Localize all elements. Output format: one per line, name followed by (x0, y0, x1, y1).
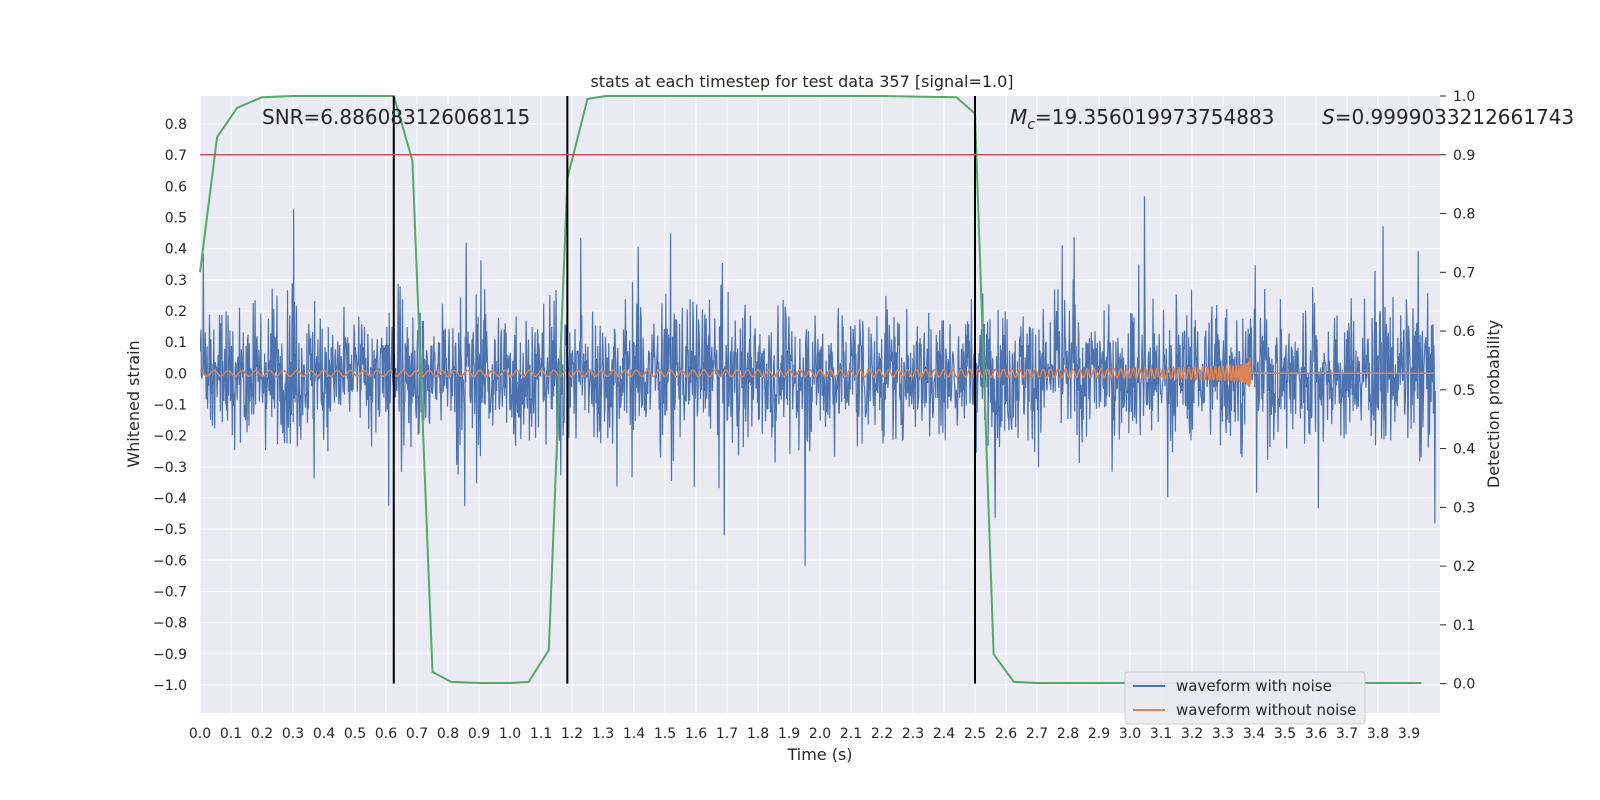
y-tick-label: 0.3 (165, 273, 187, 289)
y-right-tick-label: 1.0 (1453, 89, 1475, 105)
x-tick-label: 0.8 (437, 726, 459, 742)
y-right-tick-label: 0.1 (1453, 618, 1475, 634)
x-tick-label: 2.2 (871, 726, 893, 742)
clean-trace (200, 357, 1436, 387)
x-tick-label: 2.5 (964, 726, 986, 742)
y-right-tick-label: 0.8 (1453, 207, 1475, 223)
x-tick-label: 3.0 (1119, 726, 1141, 742)
y-right-tick-label: 0.3 (1453, 500, 1475, 516)
y-tick-label: −1.0 (153, 678, 187, 694)
x-tick-label: 1.3 (592, 726, 614, 742)
legend-label-clean: waveform without noise (1176, 701, 1356, 719)
legend: waveform with noise waveform without noi… (1124, 671, 1366, 725)
x-tick-label: 1.2 (561, 726, 583, 742)
y-tick-label: 0.6 (165, 179, 187, 195)
x-tick-label: 3.2 (1181, 726, 1203, 742)
x-tick-label: 1.1 (530, 726, 552, 742)
x-tick-label: 0.5 (344, 726, 366, 742)
y-tick-label: −0.5 (153, 522, 187, 538)
x-tick-label: 1.9 (778, 726, 800, 742)
probability-trace (199, 95, 1422, 684)
vertical-markers (392, 96, 976, 684)
x-tick-label: 1.6 (685, 726, 707, 742)
y-right-tick-label: 0.4 (1453, 442, 1475, 458)
x-tick-label: 2.4 (933, 726, 955, 742)
y-tick-label: 0.7 (165, 148, 187, 164)
y-tick-label: −0.3 (153, 460, 187, 476)
x-tick-label: 0.6 (375, 726, 397, 742)
snr-annotation: SNR=6.886083126068115 (262, 105, 530, 129)
x-axis-label: Time (s) (786, 745, 852, 764)
x-tick-label: 0.2 (251, 726, 273, 742)
y-tick-label: −0.2 (153, 429, 187, 445)
x-tick-label: 3.6 (1305, 726, 1327, 742)
y-right-tick-label: 0.5 (1453, 383, 1475, 399)
chirp-mass-annotation: Mc=19.356019973754883 (1010, 105, 1274, 133)
x-tick-label: 3.5 (1274, 726, 1296, 742)
chart-title: stats at each timestep for test data 357… (590, 72, 1013, 91)
y-tick-label: −0.9 (153, 647, 187, 663)
x-tick-label: 0.9 (468, 726, 490, 742)
x-tick-label: 0.3 (282, 726, 304, 742)
series-waveform-without-noise (200, 357, 1436, 387)
x-tick-label: 2.6 (995, 726, 1017, 742)
x-tick-label: 3.1 (1150, 726, 1172, 742)
y-tick-label: −0.1 (153, 398, 187, 414)
x-tick-label: 3.4 (1243, 726, 1265, 742)
y-tick-label: −0.4 (153, 491, 187, 507)
x-tick-label: 3.8 (1367, 726, 1389, 742)
x-tick-label: 0.7 (406, 726, 428, 742)
x-tick-label: 1.7 (716, 726, 738, 742)
series-detection-probability (199, 95, 1422, 684)
legend-label-noise: waveform with noise (1176, 677, 1332, 695)
score-annotation: S=0.9999033212661743 (1322, 105, 1574, 129)
x-axis-ticks: 0.0 0.1 0.2 0.3 0.4 0.5 0.6 0.7 0.8 0.9 1.0 1.1 1.2 1… (189, 726, 1420, 742)
y-tick-label: 0.1 (165, 335, 187, 351)
y-right-tick-label: 0.6 (1453, 324, 1475, 340)
y-tick-label: 0.0 (165, 366, 187, 382)
y-right-axis-label: Detection probability (1484, 320, 1503, 488)
x-tick-label: 1.8 (747, 726, 769, 742)
y-axis-label: Whitened strain (124, 340, 143, 467)
x-tick-label: 3.9 (1398, 726, 1420, 742)
y-right-axis-ticks: 1.0 0.9 0.8 0.7 0.6 0.5 0.4 0.3 0.2 0.1 0.0 (1440, 89, 1475, 693)
x-tick-label: 0.4 (313, 726, 335, 742)
x-tick-label: 2.8 (1057, 726, 1079, 742)
y-tick-label: 0.4 (165, 242, 187, 258)
y-tick-label: 0.5 (165, 211, 187, 227)
y-right-tick-label: 0.7 (1453, 265, 1475, 281)
y-right-tick-label: 0.9 (1453, 148, 1475, 164)
x-tick-label: 3.7 (1336, 726, 1358, 742)
x-tick-label: 0.1 (220, 726, 242, 742)
y-tick-label: −0.6 (153, 553, 187, 569)
x-tick-label: 1.4 (623, 726, 645, 742)
x-tick-label: 0.0 (189, 726, 211, 742)
legend-box (1124, 671, 1366, 725)
x-tick-label: 2.0 (809, 726, 831, 742)
y-tick-label: −0.7 (153, 584, 187, 600)
x-tick-label: 2.9 (1088, 726, 1110, 742)
y-tick-label: −0.8 (153, 616, 187, 632)
y-tick-label: 0.2 (165, 304, 187, 320)
x-tick-label: 2.3 (902, 726, 924, 742)
y-right-tick-label: 0.2 (1453, 559, 1475, 575)
y-axis-ticks: 0.8 0.7 0.6 0.5 0.4 0.3 0.2 0.1 0.0 −0.1 −0.2 −0.3 −… (153, 117, 187, 694)
x-tick-label: 3.3 (1212, 726, 1234, 742)
y-tick-label: 0.8 (165, 117, 187, 133)
y-right-tick-label: 0.0 (1453, 677, 1475, 693)
x-tick-label: 2.1 (840, 726, 862, 742)
x-tick-label: 1.0 (499, 726, 521, 742)
x-tick-label: 2.7 (1026, 726, 1048, 742)
x-tick-label: 1.5 (654, 726, 676, 742)
